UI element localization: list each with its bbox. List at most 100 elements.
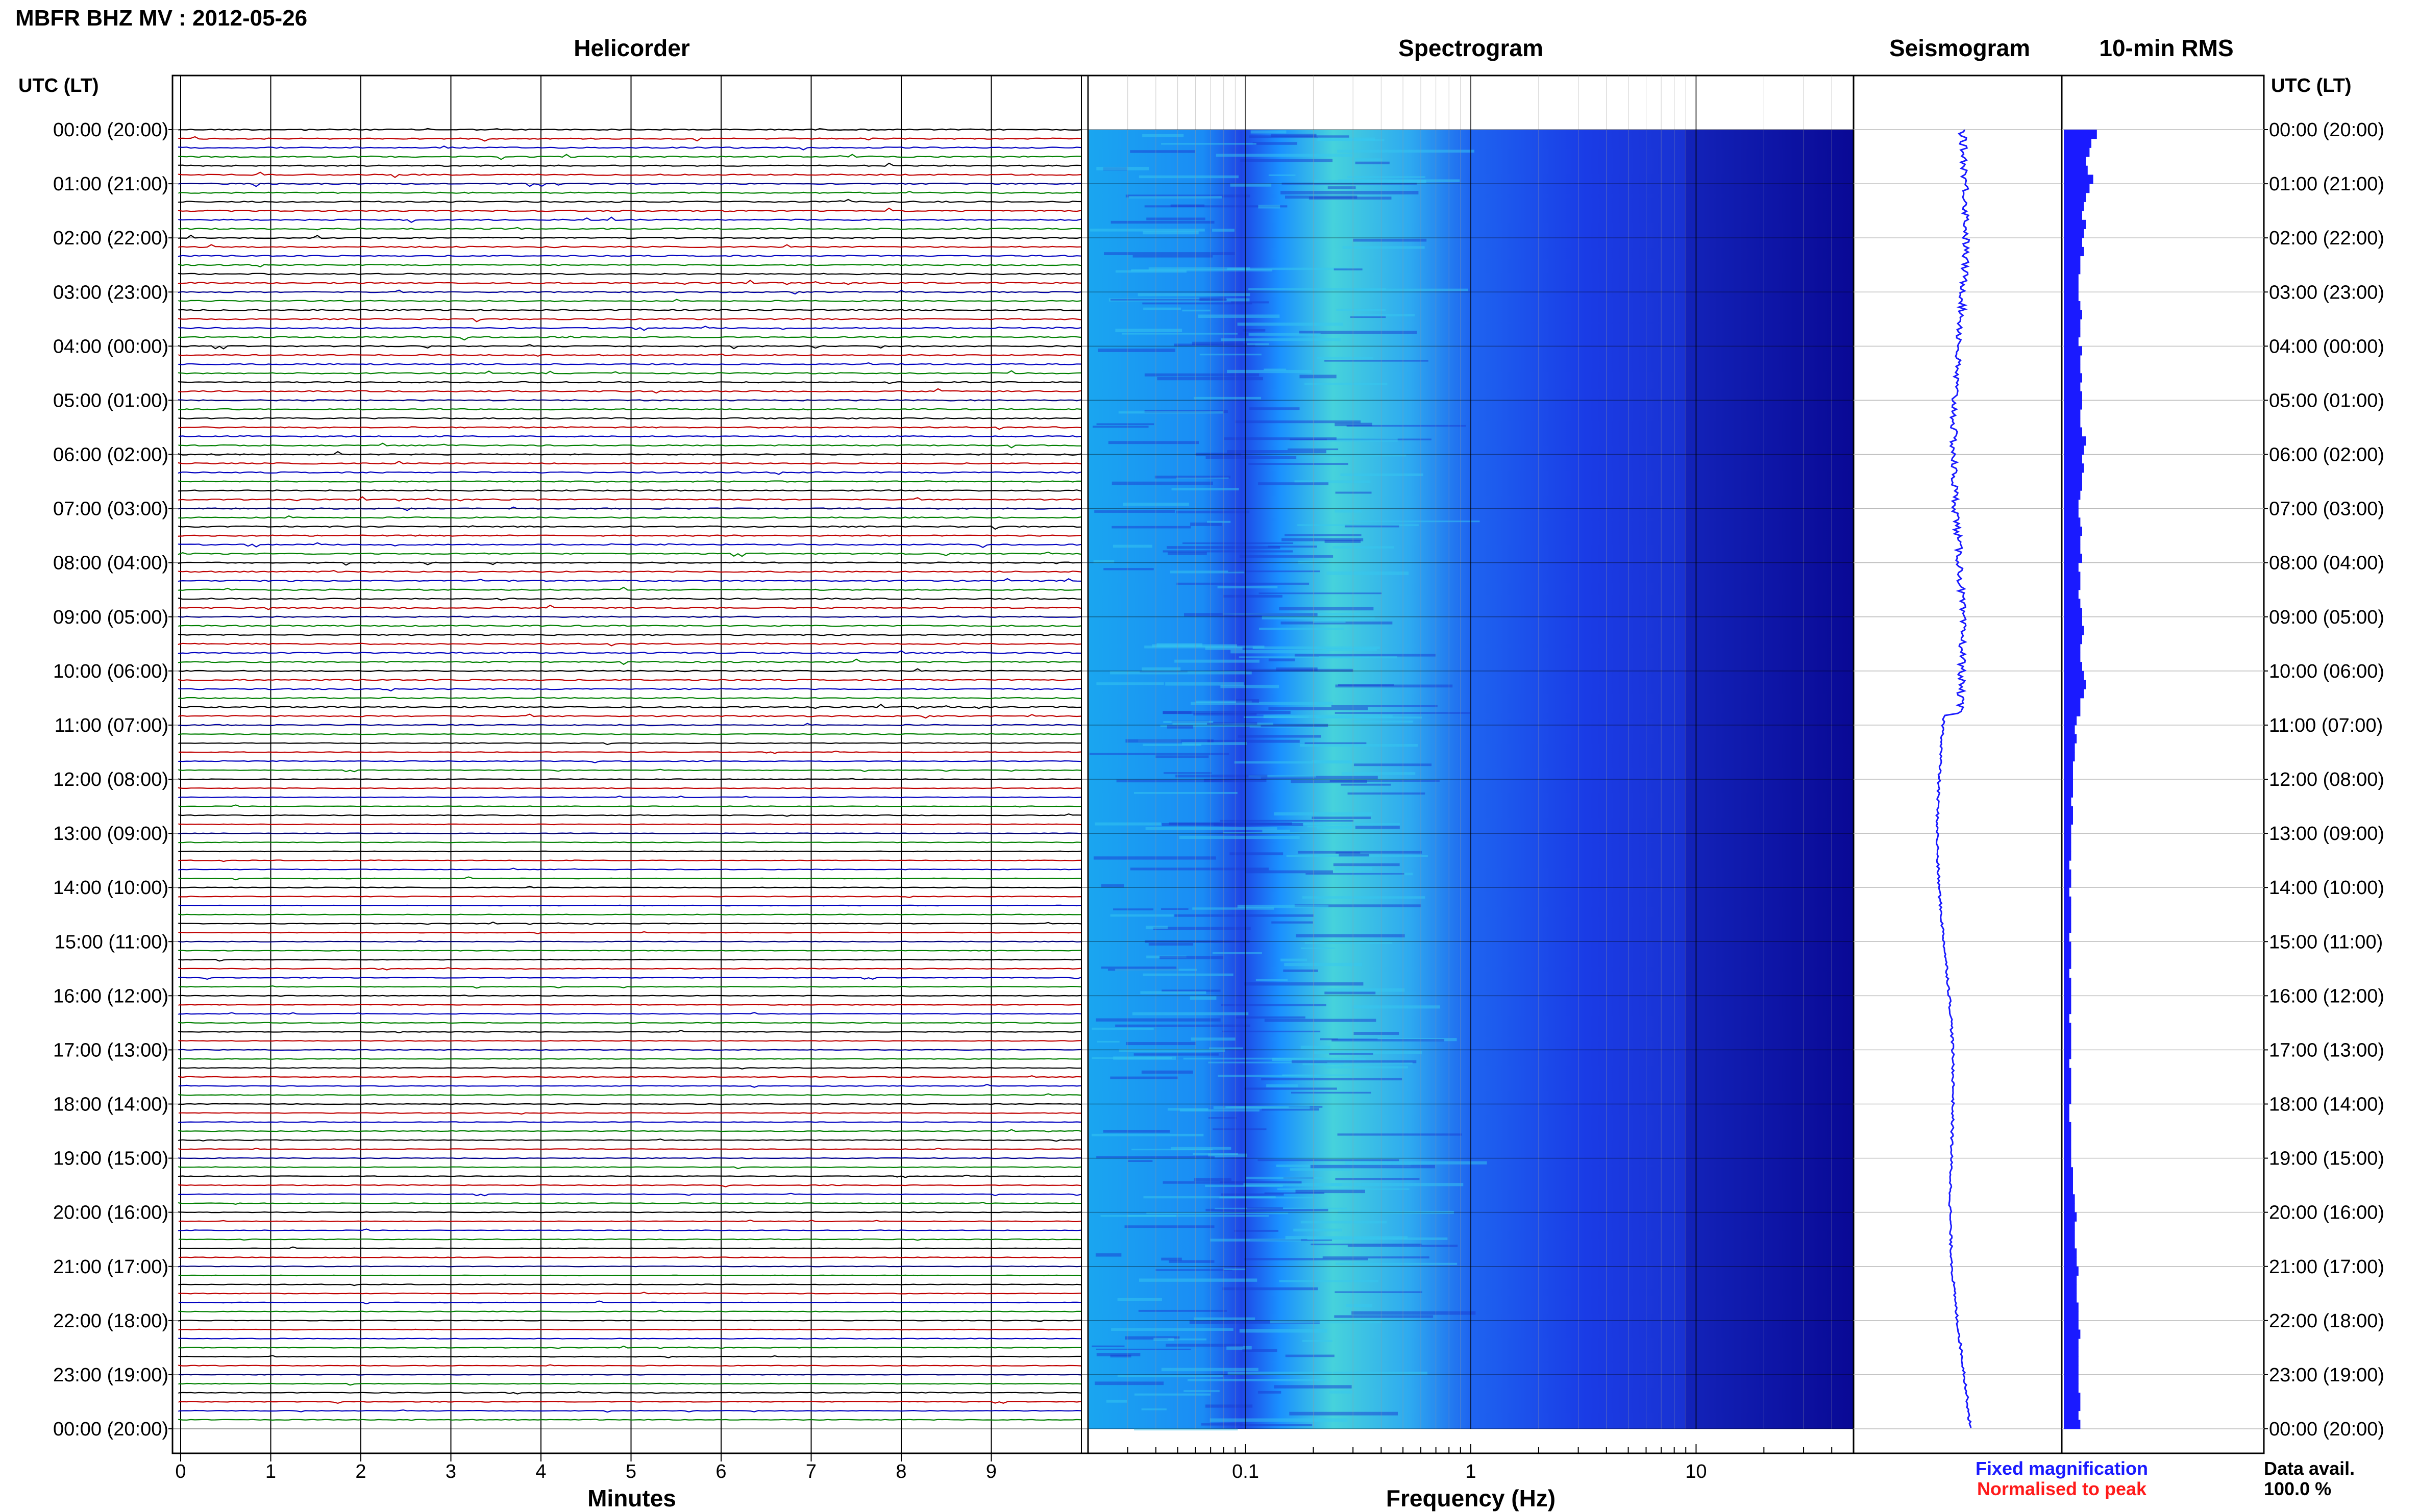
spectrogram-band xyxy=(1349,520,1480,523)
spectrogram-band xyxy=(1210,1238,1301,1242)
rms-bar xyxy=(2064,445,2084,455)
spectrogram-band xyxy=(1244,982,1364,986)
rms-bar xyxy=(2064,653,2081,662)
spectrogram-band xyxy=(1166,1344,1244,1347)
spectrogram-band xyxy=(1352,720,1413,723)
helicorder-trace xyxy=(178,1202,1081,1205)
helicorder-trace xyxy=(178,1345,1081,1349)
spectrogram-band xyxy=(1138,1309,1227,1312)
helicorder-trace xyxy=(178,1174,1081,1178)
spectrogram-band xyxy=(1294,904,1421,907)
helicorder-trace xyxy=(178,679,1081,681)
spectrogram-band xyxy=(1257,1159,1399,1161)
rms-bar xyxy=(2064,481,2082,491)
spectrogram-band xyxy=(1164,772,1212,774)
spectrogram-band xyxy=(1198,314,1280,318)
helicorder-trace xyxy=(178,318,1081,323)
spectrogram-band xyxy=(1145,925,1168,929)
helicorder-trace xyxy=(178,1382,1081,1386)
helicorder-trace xyxy=(178,417,1081,420)
rms-bar xyxy=(2064,734,2077,743)
spectrogram-band xyxy=(1117,1298,1162,1301)
spectrogram-band xyxy=(1252,142,1297,145)
rms-bar xyxy=(2064,1212,2077,1222)
spectrogram-band xyxy=(1243,1183,1342,1186)
spectrogram-band xyxy=(1207,520,1231,523)
rms-bar xyxy=(2064,292,2079,302)
rms-bar xyxy=(2064,689,2084,699)
spectrogram-band xyxy=(1165,682,1244,686)
spectrogram-band xyxy=(1244,1258,1368,1260)
helicorder-trace xyxy=(178,1030,1081,1034)
time-label-right: 04:00 (00:00) xyxy=(2269,336,2384,357)
spectrogram-band xyxy=(1222,1030,1321,1032)
rms-bar xyxy=(2064,202,2084,211)
spectrogram-band xyxy=(1234,1229,1278,1232)
spectrogram-band xyxy=(1335,509,1362,513)
spectrogram-band xyxy=(1336,851,1361,854)
helicorder-trace xyxy=(178,551,1081,557)
spectrogram-band xyxy=(1096,1018,1221,1022)
time-label-left: 00:00 (20:00) xyxy=(53,119,168,141)
rms-bar xyxy=(2064,544,2081,554)
spectrogram-band xyxy=(1157,377,1263,381)
time-label-left: 05:00 (01:00) xyxy=(53,390,168,411)
rms-bar xyxy=(2064,1230,2075,1240)
rms-bar xyxy=(2064,905,2071,915)
spectrogram-band xyxy=(1264,1192,1325,1194)
minute-tick-label: 6 xyxy=(715,1461,726,1482)
helicorder-trace xyxy=(178,742,1081,746)
spectrogram-band xyxy=(1259,628,1344,630)
time-label-left: 17:00 (13:00) xyxy=(53,1039,168,1061)
spectrogram-band xyxy=(1207,739,1300,743)
helicorder-trace xyxy=(178,876,1081,881)
rms-bar xyxy=(2064,1410,2079,1420)
helicorder-trace xyxy=(178,633,1081,636)
helicorder-trace xyxy=(178,1418,1081,1421)
rms-bar xyxy=(2064,671,2084,681)
time-label-left: 07:00 (03:00) xyxy=(53,499,168,520)
spectrogram-band xyxy=(1335,423,1372,427)
spectrogram-band xyxy=(1329,1390,1353,1394)
spectrogram-band xyxy=(1170,571,1245,574)
spectrogram-band xyxy=(1192,907,1274,910)
spectrogram-band xyxy=(1210,1418,1348,1422)
helicorder-trace xyxy=(178,1184,1081,1187)
rms-bar xyxy=(2064,707,2081,716)
rms-bar xyxy=(2064,1347,2079,1357)
spectrogram-band xyxy=(1227,1371,1332,1375)
rms-bar xyxy=(2064,472,2082,482)
helicorder-trace xyxy=(178,136,1081,142)
helicorder-trace xyxy=(178,381,1081,384)
helicorder-trace xyxy=(178,1039,1081,1042)
spectrogram-band xyxy=(1130,867,1269,871)
spectrogram-band xyxy=(1163,721,1214,723)
spectrogram-band xyxy=(1174,914,1314,917)
spectrogram-band xyxy=(1250,130,1287,134)
spectrogram-band xyxy=(1339,854,1369,857)
spectrogram-band xyxy=(1326,571,1409,575)
helicorder-trace xyxy=(178,787,1081,789)
rms-bar xyxy=(2064,788,2073,798)
spectrogram-band xyxy=(1103,1130,1170,1133)
rms-bar xyxy=(2064,147,2090,157)
helicorder-trace xyxy=(178,308,1081,311)
rms-bar xyxy=(2064,1401,2081,1411)
minutes-axis-label: Minutes xyxy=(587,1485,676,1511)
spectrogram-band xyxy=(1103,568,1154,571)
spectrogram-band xyxy=(1307,825,1373,828)
rms-bar xyxy=(2064,716,2077,726)
rms-bar xyxy=(2064,1293,2077,1303)
helicorder-trace xyxy=(178,471,1081,475)
rms-bar xyxy=(2064,1239,2075,1249)
rms-bar xyxy=(2064,1257,2077,1267)
time-label-left: 13:00 (09:00) xyxy=(53,823,168,845)
rms-bar xyxy=(2064,355,2081,365)
spectrogram-band xyxy=(1312,816,1371,819)
rms-bar xyxy=(2064,319,2081,329)
spectrogram-band xyxy=(1205,456,1297,459)
spectrogram-band xyxy=(1115,1024,1250,1027)
seismogram-trace xyxy=(1935,129,1972,1428)
rms-bar xyxy=(2064,635,2082,645)
minute-tick-label: 9 xyxy=(986,1461,997,1482)
